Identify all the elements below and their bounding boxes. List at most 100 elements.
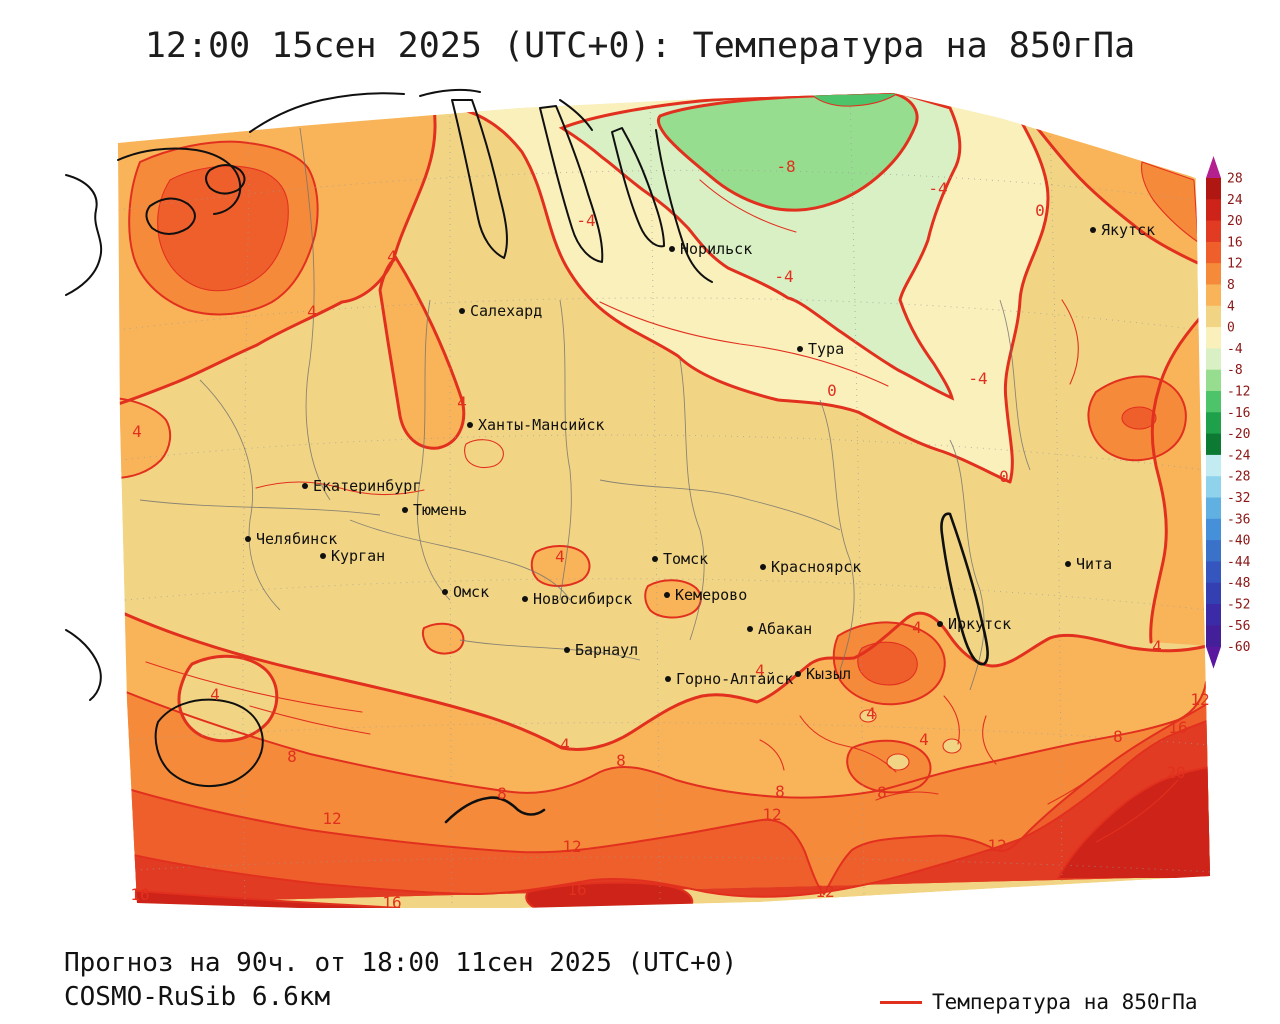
colorbar-tick-label: 0 [1227,321,1235,336]
lake-outline [154,698,264,788]
colorbar-band [1206,391,1221,413]
ob-estuary [451,99,508,259]
contour-value-label: 4 [210,685,220,704]
city-label: Горно-Алтайск [676,670,793,688]
kanin-coastline [117,147,242,215]
line-legend: Температура на 850гПа [880,990,1198,1014]
city-marker: Красноярск [760,558,861,576]
lake-outline [145,197,196,235]
city-dot [665,676,671,682]
city-marker: Кызыл [795,665,851,683]
contour-value-label: 4 [555,547,565,566]
contour-value-label: 12 [1190,690,1209,709]
contour-value-label: 12 [815,882,834,901]
colorbar-tick-label: -4 [1227,342,1243,357]
colorbar-tick-label: 12 [1227,257,1243,272]
contour-value-label: 0 [999,467,1009,486]
city-dot [1065,561,1071,567]
contour-value-label: 4 [866,704,876,723]
city-label: Красноярск [771,558,861,576]
arctic-islands-coastline [249,92,405,133]
colorbar-band [1206,220,1221,243]
colorbar-tick-label: 24 [1227,193,1243,208]
colorbar-band [1206,327,1221,349]
forecast-info-text: Прогноз на 90ч. от 18:00 11сен 2025 (UTC… [64,948,738,978]
city-label: Омск [453,583,489,601]
contour-value-label: 16 [567,880,586,899]
contour-value-label: 8 [616,751,626,770]
city-label: Иркутск [948,615,1011,633]
city-marker: Салехард [459,302,542,320]
city-marker: Омск [442,583,489,601]
contour-lines-layer [118,94,1210,898]
colorbar-band [1206,582,1221,605]
city-dot [795,671,801,677]
city-dot [459,308,465,314]
colorbar-tick-label: 16 [1227,235,1243,250]
colorbar-band [1206,369,1221,392]
city-dot [467,422,473,428]
lake-baikal-outline [940,512,989,666]
city-label: Салехард [470,302,542,320]
temp-band-region [378,255,466,450]
temp-band-region [421,622,465,655]
colorbar-arrow-down-icon [1206,646,1221,669]
temp-band-region [1121,406,1157,430]
temp-band-region [118,396,172,480]
contour-value-label: 12 [987,836,1006,855]
contour-line-20 [1057,765,1210,879]
city-dot [564,647,570,653]
colorbar-band [1206,518,1221,541]
contour-value-label: 4 [912,618,922,637]
contour-value-label: 8 [775,782,785,801]
colorbar-band [1206,561,1221,584]
temp-band-region [1012,96,1200,264]
city-marker: Тура [797,340,844,358]
city-marker: Чита [1065,555,1112,573]
graticule-layer [118,94,1210,907]
contour-value-label: 4 [919,730,929,749]
contour-value-label: -4 [928,179,947,198]
contour-value-label: 16 [382,893,401,912]
city-dot [442,589,448,595]
contour-line-4 [118,608,1209,751]
colorbar-arrow-up-icon [1206,156,1221,178]
coastline-layer [65,88,989,824]
city-marker: Тюмень [402,501,467,519]
contour-value-label: 8 [877,783,887,802]
contour-value-label: 4 [387,247,397,266]
colorbar-tick-label: -36 [1227,512,1250,527]
city-marker: Екатеринбург [302,477,421,495]
city-dot [652,556,658,562]
colorbar-band [1206,497,1221,520]
admin-borders-layer [139,127,1031,691]
contour-line-0 [456,96,1050,484]
coastline-fragment [559,99,593,131]
contour-line-8 [118,681,1207,799]
city-dot [1090,227,1096,233]
contour-value-label: 0 [1035,201,1045,220]
colorbar-tick-label: -44 [1227,555,1251,570]
city-marker: Барнаул [564,641,638,659]
city-marker: Кемерово [664,586,747,604]
city-dot [320,553,326,559]
colorbar-tick-label: -20 [1227,427,1250,442]
city-dot [797,346,803,352]
temp-band-region [644,579,702,619]
contour-value-label: -4 [576,211,595,230]
colorbar-band [1206,284,1221,307]
colorbar-band [1206,604,1221,626]
border-squiggle [444,796,546,824]
contour-value-label: -4 [968,369,987,388]
contour-value-label: 4 [132,422,142,441]
colorbar-tick-label: 28 [1227,172,1243,187]
city-dot [937,621,943,627]
page-title: 12:00 15сен 2025 (UTC+0): Температура на… [144,26,1136,66]
city-label: Екатеринбург [313,477,421,495]
contour-value-label: 16 [1168,718,1187,737]
coastline-fragment [65,629,102,701]
temp-band-region [118,700,1210,903]
contour-value-label: 0 [827,381,837,400]
